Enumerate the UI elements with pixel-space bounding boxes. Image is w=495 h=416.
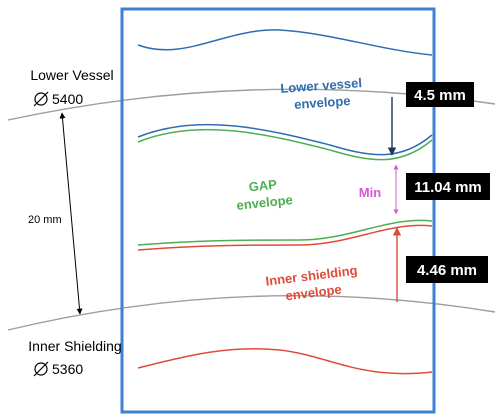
inner-shielding-envelope-line [137,224,433,251]
min-label: Min [359,185,381,200]
lower-vessel-envelope-label: Lower vessel envelope [280,75,363,112]
lower-vessel-envelope-line [137,123,433,156]
svg-text:Lower vessel: Lower vessel [280,75,363,96]
gap-envelope-upper-line [137,128,433,161]
svg-text:GAP: GAP [248,177,278,195]
lower-vessel-diameter: 5400 [52,91,83,107]
measurement-box-middle [406,173,490,200]
envelope-frame [120,7,436,414]
inner-shielding-diameter: 5360 [52,361,83,377]
inner-shielding-arc [7,295,495,331]
measurement-top-value: 4.5 mm [414,87,466,104]
measurement-box-bottom [406,256,488,283]
gap-envelope-label: GAP envelope [236,177,294,213]
diameter-symbol-icon [33,91,49,107]
gap-envelope-lower-line [137,219,433,246]
lower-vessel-label: Lower Vessel [30,67,113,83]
svg-text:envelope: envelope [294,93,351,112]
gap-20mm-arrow [59,112,83,315]
inner-shielding-bottom-wave [137,347,433,375]
svg-text:envelope: envelope [285,282,343,304]
diameter-symbol-icon [33,361,49,377]
gap-20mm-label: 20 mm [28,214,62,226]
measurement-bottom-value: 4.46 mm [417,262,477,279]
lower-vessel-top-wave [137,29,433,56]
measurement-middle-value: 11.04 mm [414,179,482,196]
inner-shielding-envelope-label: Inner shielding envelope [265,263,359,304]
measurement-box-top [406,82,474,107]
inner-shielding-label: Inner Shielding [28,338,121,354]
svg-text:envelope: envelope [236,192,294,213]
